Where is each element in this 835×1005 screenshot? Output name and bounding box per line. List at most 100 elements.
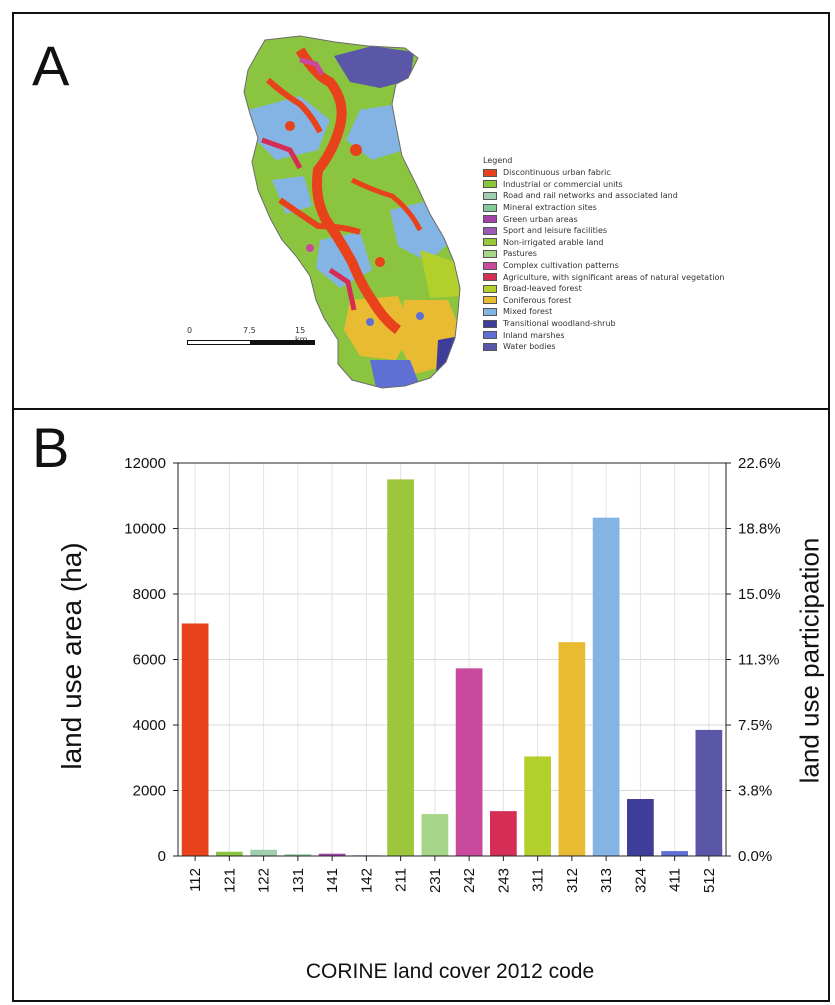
x-tick-label: 242 xyxy=(461,868,478,893)
legend-item: Inland marshes xyxy=(483,329,724,341)
legend-swatch xyxy=(483,180,497,189)
legend-swatch xyxy=(483,273,497,282)
y-axis-label-left: land use area (ha) xyxy=(56,542,87,770)
legend-item: Pastures xyxy=(483,248,724,260)
map-legend: Legend Discontinuous urban fabric Industr… xyxy=(483,156,724,353)
bar-324 xyxy=(627,799,654,856)
legend-swatch xyxy=(483,238,497,247)
legend-label: Mineral extraction sites xyxy=(503,203,597,213)
x-tick-label: 142 xyxy=(358,868,375,893)
legend-item: Coniferous forest xyxy=(483,295,724,307)
legend-item: Water bodies xyxy=(483,341,724,353)
legend-label: Mixed forest xyxy=(503,307,553,317)
legend-swatch xyxy=(483,307,497,316)
scale-label-end: 15 km xyxy=(295,326,307,344)
legend-swatch xyxy=(483,215,497,224)
bar-242 xyxy=(455,668,483,856)
bar-211 xyxy=(387,479,414,856)
y-tick-label-left: 12000 xyxy=(124,455,166,472)
bar-312 xyxy=(558,642,586,856)
x-tick-label: 411 xyxy=(667,868,684,892)
legend-item: Non-irrigated arable land xyxy=(483,237,724,249)
x-tick-label: 312 xyxy=(564,868,581,893)
x-tick-label: 324 xyxy=(632,868,649,893)
y-tick-label-right: 15.0% xyxy=(738,586,781,603)
scale-bar: 0 7.5 15 km xyxy=(187,326,317,346)
legend-swatch xyxy=(483,319,497,328)
legend-swatch xyxy=(483,168,497,177)
chart-bars xyxy=(181,479,723,856)
legend-swatch xyxy=(483,284,497,293)
y-tick-label-left: 10000 xyxy=(124,521,166,538)
y-tick-label-left: 2000 xyxy=(133,783,166,800)
legend-label: Non-irrigated arable land xyxy=(503,237,604,247)
legend-label: Agriculture, with significant areas of n… xyxy=(503,272,725,282)
bar-122 xyxy=(250,849,277,856)
legend-label: Broad-leaved forest xyxy=(503,284,582,294)
legend-label: Coniferous forest xyxy=(503,295,572,305)
y-tick-label-right: 7.5% xyxy=(738,717,772,734)
y-tick-label-right: 11.3% xyxy=(738,652,779,669)
y-axis-label-right: land use participation xyxy=(794,537,825,784)
bar-313 xyxy=(592,517,620,856)
bar-121 xyxy=(216,851,243,856)
y-tick-label-right: 0.0% xyxy=(738,848,772,865)
legend-label: Sport and leisure facilities xyxy=(503,226,608,236)
legend-label: Industrial or commercial units xyxy=(503,179,623,189)
bar-231 xyxy=(421,814,449,856)
legend-label: Transitional woodland-shrub xyxy=(503,319,616,329)
legend-item: Green urban areas xyxy=(483,213,724,225)
scale-segment-2 xyxy=(251,340,315,345)
x-tick-label: 512 xyxy=(701,868,718,893)
x-tick-label: 243 xyxy=(495,868,512,893)
legend-item: Complex cultivation patterns xyxy=(483,260,724,272)
x-axis-label: CORINE land cover 2012 code xyxy=(305,960,595,983)
x-tick-label: 131 xyxy=(290,868,307,893)
bar-131 xyxy=(284,854,312,856)
map-outline xyxy=(243,35,461,389)
x-tick-label: 211 xyxy=(393,868,410,892)
y-tick-label-right: 22.6% xyxy=(738,455,781,472)
scale-segment-1 xyxy=(187,340,251,345)
y-tick-label-left: 8000 xyxy=(133,586,166,603)
y-tick-label-right: 3.8% xyxy=(738,783,772,800)
y-tick-label-left: 0 xyxy=(158,848,166,865)
legend-item: Mixed forest xyxy=(483,306,724,318)
legend-item: Agriculture, with significant areas of n… xyxy=(483,271,724,283)
y-tick-label-left: 4000 xyxy=(133,717,166,734)
x-tick-label: 121 xyxy=(221,868,238,893)
x-tick-label: 313 xyxy=(598,868,615,893)
legend-label: Inland marshes xyxy=(503,330,565,340)
bar-141 xyxy=(318,853,346,856)
legend-swatch xyxy=(483,296,497,305)
legend-label: Green urban areas xyxy=(503,214,578,224)
legend-rows: Discontinuous urban fabric Industrial or … xyxy=(483,167,724,353)
legend-label: Road and rail networks and associated la… xyxy=(503,191,678,201)
x-tick-label: 122 xyxy=(256,868,273,893)
chart-grid xyxy=(178,462,726,857)
legend-label: Discontinuous urban fabric xyxy=(503,168,611,178)
x-tick-label: 311 xyxy=(530,868,547,892)
legend-item: Road and rail networks and associated la… xyxy=(483,190,724,202)
legend-swatch xyxy=(483,342,497,351)
bar-112 xyxy=(181,623,209,856)
legend-swatch xyxy=(483,331,497,340)
panel-b-letter: B xyxy=(32,416,70,479)
legend-swatch xyxy=(483,261,497,270)
legend-swatch xyxy=(483,191,497,200)
panel-a-letter: A xyxy=(32,34,70,97)
legend-swatch xyxy=(483,226,497,235)
x-tick-label: 141 xyxy=(324,868,341,893)
legend-swatch xyxy=(483,249,497,258)
legend-label: Complex cultivation patterns xyxy=(503,261,619,271)
scale-label-mid: 7.5 xyxy=(243,326,256,335)
y-tick-label-right: 18.8% xyxy=(738,521,781,538)
legend-item: Industrial or commercial units xyxy=(483,179,724,191)
panel-divider xyxy=(12,408,830,410)
x-tick-label: 231 xyxy=(427,868,444,893)
bar-243 xyxy=(490,811,517,856)
bar-411 xyxy=(661,851,688,856)
legend-item: Mineral extraction sites xyxy=(483,202,724,214)
scale-label-0: 0 xyxy=(187,326,193,335)
